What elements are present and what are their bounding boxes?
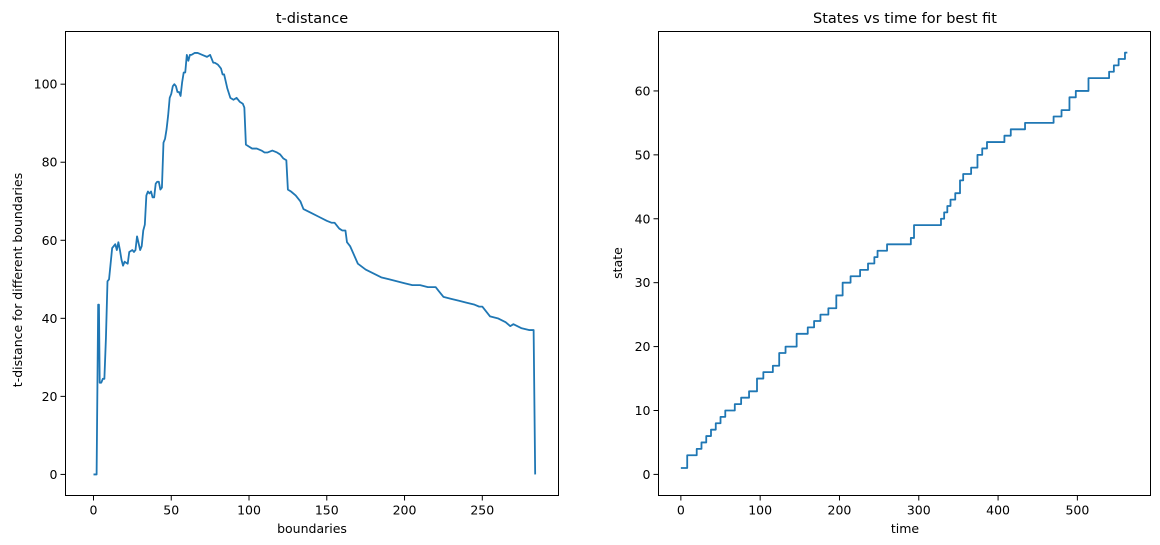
y-tick-label: 80 bbox=[42, 155, 58, 170]
x-tick-label: 100 bbox=[748, 503, 772, 518]
x-axis-label: boundaries bbox=[277, 521, 347, 536]
x-tick-label: 0 bbox=[677, 503, 685, 518]
y-tick-label: 0 bbox=[643, 467, 651, 482]
x-tick-label: 100 bbox=[237, 503, 261, 518]
y-tick-label: 0 bbox=[50, 467, 58, 482]
x-tick-label: 400 bbox=[986, 503, 1010, 518]
y-tick-label: 40 bbox=[635, 211, 651, 226]
x-tick-label: 300 bbox=[907, 503, 931, 518]
y-axis-label: state bbox=[610, 247, 625, 279]
x-tick-label: 50 bbox=[163, 503, 179, 518]
y-tick-label: 60 bbox=[635, 83, 651, 98]
x-tick-label: 200 bbox=[393, 503, 417, 518]
chart-title: t-distance bbox=[276, 11, 348, 27]
y-axis-label: t-distance for different boundaries bbox=[10, 173, 25, 387]
series-line bbox=[93, 52, 537, 476]
y-tick-label: 20 bbox=[42, 389, 58, 404]
t-distance-panel: t-distance boundaries t-distance for dif… bbox=[10, 11, 559, 536]
x-axis-label: time bbox=[891, 521, 920, 536]
y-tick-label: 40 bbox=[42, 311, 58, 326]
y-tick-label: 50 bbox=[635, 147, 651, 162]
chart-title: States vs time for best fit bbox=[813, 11, 997, 27]
y-tick-label: 60 bbox=[42, 233, 58, 248]
y-tick-label: 10 bbox=[635, 403, 651, 418]
states-vs-time-panel: States vs time for best fit time state 0… bbox=[610, 11, 1151, 536]
y-tick-label: 20 bbox=[635, 339, 651, 354]
series-line bbox=[680, 51, 1128, 469]
axes-frame bbox=[65, 31, 559, 496]
tick-layer: 0 100 200 300 400 500 0 10 20 30 40 50 60 bbox=[635, 83, 1090, 517]
x-tick-label: 150 bbox=[315, 503, 339, 518]
x-tick-label: 200 bbox=[828, 503, 852, 518]
axes-frame bbox=[658, 31, 1151, 496]
x-tick-label: 500 bbox=[1065, 503, 1089, 518]
x-tick-label: 0 bbox=[90, 503, 98, 518]
y-tick-label: 100 bbox=[34, 77, 58, 92]
tick-layer: 0 50 100 150 200 250 0 20 40 60 80 100 bbox=[34, 77, 495, 518]
x-tick-label: 250 bbox=[470, 503, 494, 518]
y-tick-label: 30 bbox=[635, 275, 651, 290]
